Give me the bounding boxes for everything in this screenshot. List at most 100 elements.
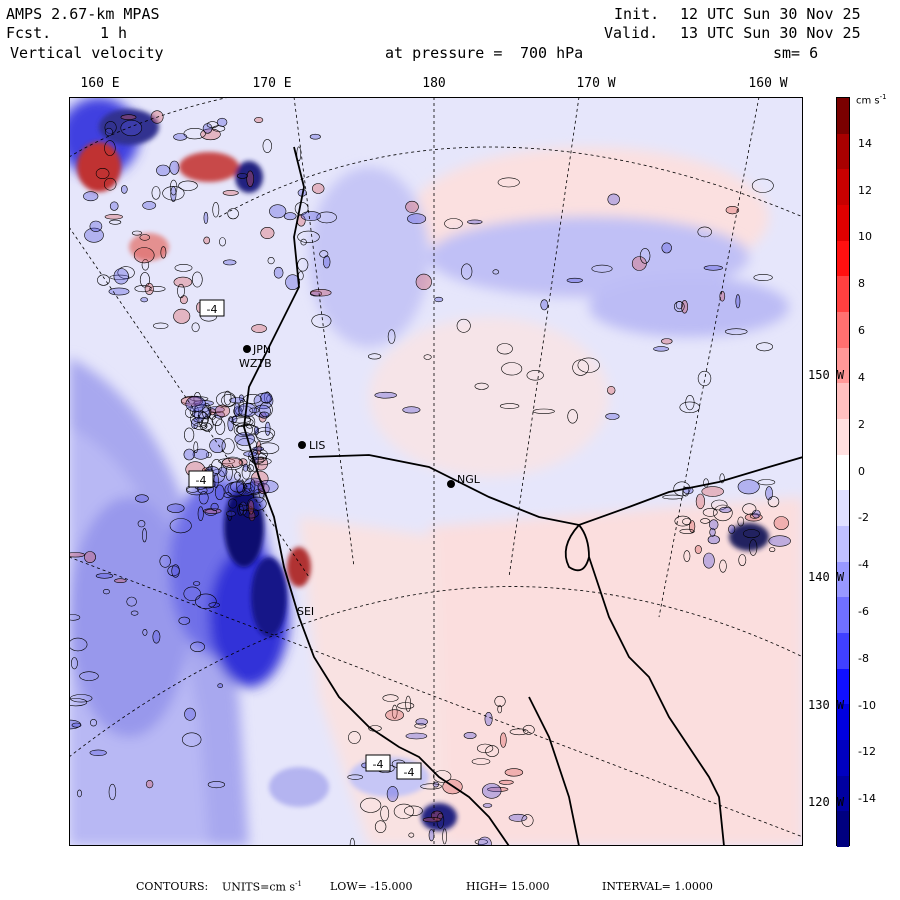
contour-blob — [209, 437, 226, 453]
model-title: AMPS 2.67-km MPAS — [6, 5, 160, 23]
contour-blob — [166, 503, 185, 513]
contour-blob — [246, 464, 254, 473]
contour-blob — [212, 201, 220, 218]
lon-label: 170 W — [576, 76, 616, 91]
contour-blob — [433, 770, 452, 783]
contour-blob — [104, 121, 117, 134]
lat-label: 120 W — [808, 795, 845, 809]
contour-blob — [102, 589, 110, 595]
contour-blob — [193, 441, 199, 454]
contour-blob — [248, 500, 255, 515]
contour-blob — [120, 119, 143, 137]
station-dot — [243, 345, 251, 353]
contour-blob — [397, 702, 415, 710]
contour-blob — [83, 191, 99, 202]
contour-blob — [203, 236, 210, 245]
contour-blob — [403, 805, 423, 816]
contour-blob — [498, 779, 514, 785]
lon-label: 180 — [422, 76, 446, 91]
contour-blob — [405, 695, 412, 712]
contour-blob — [250, 479, 256, 492]
station-dot — [298, 441, 306, 449]
contour-blob — [765, 486, 773, 501]
contour-blob — [607, 193, 620, 206]
contour-blob — [257, 442, 280, 455]
contour-blob — [162, 186, 185, 201]
contour-blob — [501, 362, 523, 376]
colorbar-segment — [837, 633, 849, 670]
contour-blob — [751, 509, 761, 519]
contour-blob — [474, 839, 488, 845]
contour-blob — [508, 813, 528, 822]
init-label: Init. — [614, 5, 660, 23]
contour-blob — [223, 492, 232, 498]
contour-blob — [144, 282, 154, 295]
contour-blob — [228, 498, 238, 509]
contour-blob — [312, 183, 325, 194]
contour-blob — [259, 411, 270, 419]
contour-blob — [682, 518, 692, 525]
contour-blob — [104, 127, 113, 137]
contour-blob — [374, 820, 387, 834]
contour-blob — [661, 242, 672, 254]
forecast-label: Fcst. — [6, 24, 52, 42]
contour-blob — [708, 519, 719, 530]
contour-blob — [211, 415, 223, 426]
contour-blob — [653, 346, 669, 352]
colorbar-segment — [837, 775, 849, 812]
contour-blob — [753, 274, 773, 282]
contour-blob — [95, 168, 110, 180]
contour-blob — [178, 180, 198, 191]
contour-blob — [673, 481, 691, 497]
contour-blob — [160, 246, 167, 259]
contour-blob — [169, 160, 180, 175]
contour-blob — [169, 518, 192, 534]
contour-label: -4 — [373, 758, 384, 771]
contour-blob — [218, 466, 228, 477]
contour-blob — [405, 200, 419, 213]
contour-blob — [442, 828, 447, 845]
lon-label: 160 W — [748, 76, 788, 91]
contour-blob — [198, 491, 209, 505]
contour-blob — [408, 832, 415, 838]
colorbar-units: cm s-1 — [856, 93, 887, 107]
contour-blob — [757, 479, 776, 486]
contour-blob — [683, 550, 691, 562]
contour-blob — [69, 552, 85, 558]
contour-blob — [250, 456, 265, 464]
contour-blob — [266, 395, 272, 403]
contour-blob — [237, 503, 244, 516]
contour-label: -4 — [404, 766, 415, 779]
contour-blob — [499, 403, 520, 409]
contour-blob — [497, 704, 503, 714]
contour-blob — [497, 177, 520, 188]
contour-blob — [214, 484, 225, 500]
contour-blob — [254, 116, 264, 123]
contour-blob — [69, 698, 88, 707]
contour-blob — [198, 411, 209, 428]
contour-blob — [84, 227, 104, 243]
contour-blob — [256, 440, 262, 456]
contour-blob — [183, 448, 195, 461]
contour-blob — [109, 274, 130, 280]
contour-blob — [264, 421, 271, 436]
contour-blob — [703, 478, 709, 488]
contour-blob — [77, 789, 82, 798]
contour-blob — [95, 573, 114, 579]
contour-blob — [242, 463, 249, 472]
contour-blob — [217, 683, 223, 689]
contour-blob — [444, 218, 463, 229]
contour-blob — [492, 269, 500, 275]
contour-blob — [606, 385, 616, 395]
contour-blob — [566, 277, 583, 283]
colorbar-segment — [837, 240, 849, 277]
contour-blob — [243, 394, 262, 404]
contour-blob — [249, 407, 260, 413]
colorbar-tick: -2 — [858, 511, 869, 525]
colorbar-segment — [837, 811, 849, 848]
contour-blob — [134, 285, 152, 293]
contour-blob — [461, 263, 473, 280]
contour-blob — [194, 406, 199, 420]
contour-blob — [181, 732, 202, 747]
contour-blob — [311, 314, 332, 328]
